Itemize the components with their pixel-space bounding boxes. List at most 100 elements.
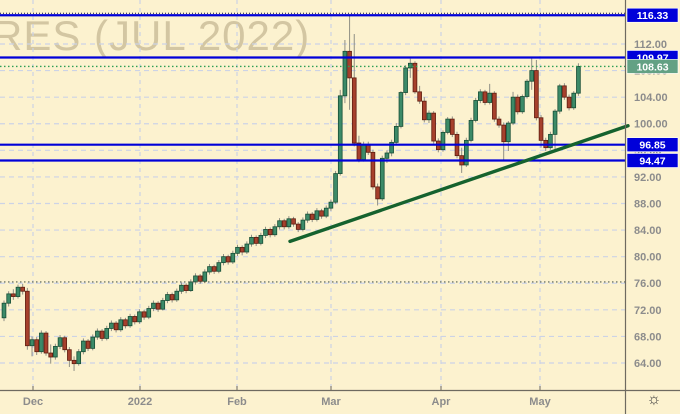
- candle-body-up: [235, 246, 240, 254]
- candle-body-down: [113, 322, 119, 331]
- candle-body-up: [464, 139, 469, 166]
- price-badge-94.47: [626, 153, 679, 168]
- candle-body-down: [431, 112, 436, 142]
- candle-body-down: [492, 92, 497, 120]
- y-axis-label: 100.00: [634, 119, 668, 131]
- candle-body-down: [351, 77, 357, 144]
- y-axis-label: 92.00: [634, 172, 662, 184]
- candle-body-up: [337, 95, 343, 174]
- candle-body-up: [286, 218, 292, 228]
- candle-body-down: [34, 339, 39, 353]
- candle-body-down: [566, 96, 572, 109]
- candle-body-down: [309, 213, 315, 220]
- candle-body-down: [71, 359, 77, 365]
- candle-body-up: [557, 85, 563, 112]
- x-axis-label: Mar: [321, 396, 341, 408]
- candle-body-up: [548, 133, 553, 149]
- candle-body-up: [529, 70, 535, 82]
- candle-body-up: [179, 284, 184, 292]
- candle-body-down: [43, 332, 49, 354]
- candle-body-up: [403, 67, 408, 93]
- price-badge-108.63: [626, 59, 679, 74]
- candle-body-down: [421, 100, 427, 121]
- candle-body-down: [48, 352, 53, 358]
- candle-body-up: [510, 96, 516, 124]
- candle-body-down: [123, 319, 128, 327]
- candle-body-up: [216, 262, 222, 272]
- candle-body-down: [211, 266, 217, 272]
- y-axis-label: 84.00: [634, 225, 662, 237]
- candle-body-down: [11, 293, 16, 297]
- candle-body-up: [202, 271, 208, 282]
- y-axis-label: 72.00: [634, 305, 662, 317]
- candle-body-up: [244, 243, 250, 253]
- settings-gear-icon[interactable]: ☼: [646, 391, 662, 408]
- candle-body-up: [478, 91, 483, 101]
- candle-body-up: [258, 234, 264, 244]
- candle-body-up: [81, 340, 86, 353]
- candle-body-down: [197, 275, 203, 282]
- candle-body-up: [487, 92, 492, 103]
- candle-body-down: [155, 302, 161, 310]
- contract-watermark: RES (JUL 2022): [0, 12, 311, 59]
- candle-body-up: [90, 336, 96, 349]
- x-axis-label: Apr: [432, 396, 452, 408]
- candle-body-up: [277, 220, 282, 228]
- candle-body-down: [85, 340, 91, 349]
- candle-body-up: [146, 308, 152, 318]
- candle-body-up: [160, 300, 166, 310]
- candle-body-up: [576, 65, 581, 94]
- trend-line[interactable]: [288, 124, 630, 244]
- candle-body-up: [468, 120, 474, 141]
- candle-body-up: [174, 290, 180, 301]
- candle-body-up: [188, 281, 194, 291]
- candle-body-up: [193, 275, 198, 283]
- candle-body-down: [496, 118, 502, 126]
- candle-body-up: [379, 157, 385, 200]
- candle-body-up: [445, 118, 450, 133]
- candle-body-up: [333, 173, 338, 203]
- candle-body-down: [99, 330, 105, 339]
- candle-body-up: [552, 110, 558, 135]
- candle-body-up: [272, 226, 278, 236]
- candle-body-down: [534, 70, 539, 119]
- candle-body-up: [151, 302, 156, 309]
- candle-body-down: [169, 294, 175, 301]
- candle-body-up: [263, 229, 268, 236]
- candle-body-down: [291, 218, 296, 225]
- candle-body-up: [328, 201, 334, 209]
- candle-body-down: [319, 210, 324, 217]
- y-axis-label: 68.00: [634, 331, 662, 343]
- candle-body-down: [562, 85, 567, 98]
- candle-body-down: [183, 284, 189, 291]
- x-axis-label: Feb: [227, 396, 247, 408]
- candle-body-up: [15, 286, 21, 297]
- candle-body-up: [393, 126, 399, 143]
- candle-body-up: [305, 213, 310, 221]
- candle-body-up: [39, 332, 44, 353]
- candle-body-down: [225, 256, 231, 263]
- candle-body-up: [53, 345, 58, 358]
- candle-body-up: [6, 293, 11, 304]
- candle-body-down: [501, 124, 506, 143]
- candle-body-down: [253, 236, 259, 244]
- candle-body-up: [95, 330, 100, 338]
- candle-body-up: [249, 236, 254, 245]
- candle-body-down: [450, 118, 455, 135]
- candle-body-up: [104, 328, 110, 339]
- candle-body-down: [67, 349, 72, 361]
- candle-body-down: [62, 337, 68, 351]
- candle-body-down: [132, 316, 138, 323]
- candle-body-down: [25, 290, 30, 347]
- x-axis-label: May: [529, 396, 551, 408]
- candle-body-up: [300, 219, 306, 230]
- price-badge-label: 94.47: [639, 156, 665, 168]
- candle-body-up: [506, 122, 511, 143]
- candle-body-up: [571, 92, 577, 109]
- candle-body-up: [323, 207, 329, 217]
- y-axis-label: 76.00: [634, 278, 662, 290]
- y-axis-label: 88.00: [634, 198, 662, 210]
- candle-body-up: [137, 311, 142, 323]
